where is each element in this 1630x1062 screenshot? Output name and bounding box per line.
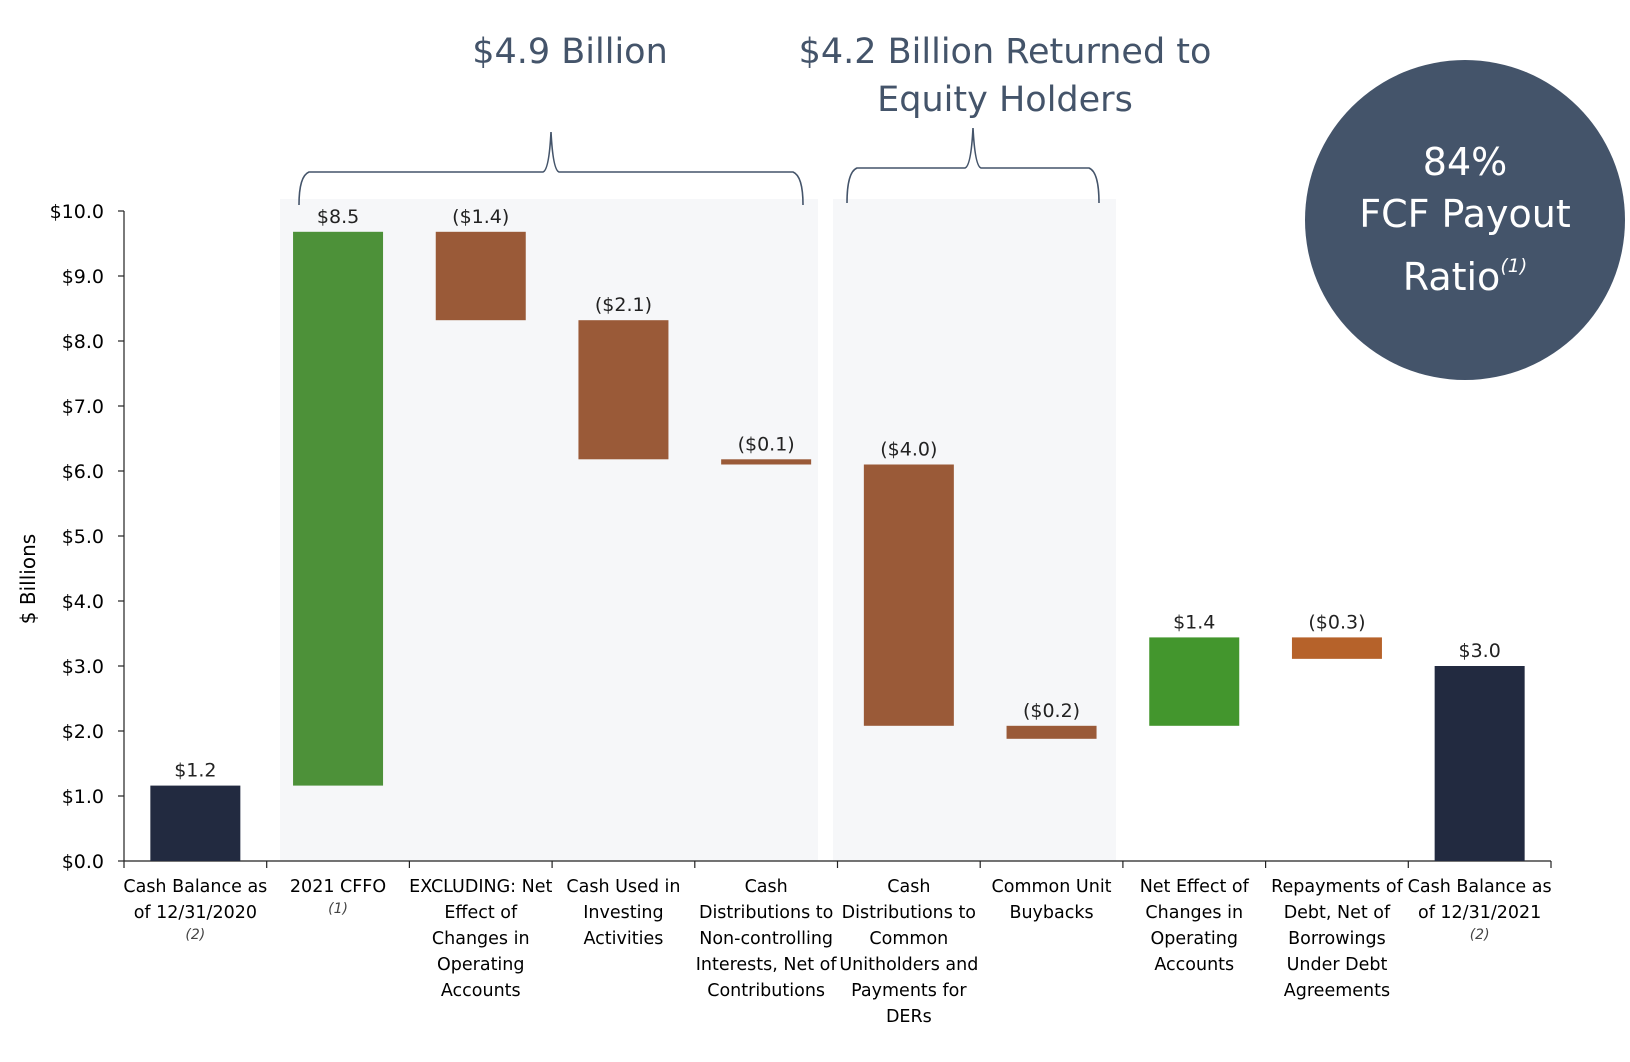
x-category-text: Cash Balance as of 12/31/2020	[123, 877, 268, 923]
payout-percent: 84%	[1422, 140, 1508, 184]
y-tick-label: $10.0	[50, 201, 104, 223]
data-label: ($0.2)	[1023, 700, 1080, 722]
x-category-label: Cash Distributions to Common Unitholders…	[834, 874, 984, 1030]
y-tick-label: $8.0	[62, 331, 104, 353]
x-category-footnote: (2)	[1469, 927, 1490, 943]
y-tick-label: $6.0	[62, 461, 104, 483]
data-label: $3.0	[1458, 640, 1500, 662]
x-category-text: EXCLUDING: Net Effect of Changes in Oper…	[409, 877, 553, 1001]
fcf-payout-callout: 84% FCF Payout Ratio(1)	[1305, 60, 1625, 380]
y-tick-label: $5.0	[62, 526, 104, 548]
x-category-footnote: (2)	[185, 927, 206, 943]
y-tick-label: $7.0	[62, 396, 104, 418]
brace-left	[298, 131, 804, 206]
x-category-text: Cash Distributions to Non-controlling In…	[695, 877, 837, 1001]
x-category-label: 2021 CFFO (1)	[263, 874, 413, 918]
x-category-label: Common Unit Buybacks	[977, 874, 1127, 926]
payout-label-ratio: Ratio	[1402, 255, 1501, 299]
y-tick-label: $3.0	[62, 656, 104, 678]
data-label: ($4.0)	[880, 439, 937, 461]
header-returned-to-equity: $4.2 Billion Returned to Equity Holders	[798, 32, 1212, 120]
bar	[293, 231, 384, 786]
data-label: $8.5	[317, 206, 359, 228]
data-label: ($0.1)	[738, 433, 795, 455]
y-tick-label: $9.0	[62, 266, 104, 288]
x-category-label: Repayments of Debt, Net of Borrowings Un…	[1262, 874, 1412, 1004]
y-tick-label: $0.0	[62, 851, 104, 873]
x-category-text: Common Unit Buybacks	[991, 877, 1112, 923]
x-category-text: Cash Balance as of 12/31/2021	[1407, 877, 1552, 923]
x-category-label: Cash Used in Investing Activities	[548, 874, 698, 952]
y-tick-label: $2.0	[62, 721, 104, 743]
data-label: ($2.1)	[595, 294, 652, 316]
bar	[1434, 666, 1525, 861]
x-category-text: Cash Distributions to Common Unitholders…	[839, 877, 979, 1027]
header-total-billion: $4.9 Billion	[472, 32, 668, 72]
x-category-text: Repayments of Debt, Net of Borrowings Un…	[1271, 877, 1403, 1001]
y-axis-title: $ Billions	[16, 533, 40, 625]
x-category-label: Net Effect of Changes in Operating Accou…	[1119, 874, 1269, 978]
x-category-text: 2021 CFFO	[289, 877, 387, 897]
y-tick-label: $4.0	[62, 591, 104, 613]
data-label: $1.4	[1173, 611, 1215, 633]
bar	[721, 459, 812, 465]
x-category-label: Cash Balance as of 12/31/2021 (2)	[1405, 874, 1555, 944]
brace-right	[846, 127, 1100, 204]
bar	[863, 464, 954, 726]
bar	[1291, 637, 1382, 659]
data-label: $1.2	[174, 760, 216, 782]
payout-label: FCF Payout	[1359, 192, 1571, 236]
y-tick-label: $1.0	[62, 786, 104, 808]
x-category-text: Cash Used in Investing Activities	[566, 877, 681, 949]
x-category-label: Cash Distributions to Non-controlling In…	[691, 874, 841, 1004]
x-category-label: EXCLUDING: Net Effect of Changes in Oper…	[406, 874, 556, 1004]
bar	[1149, 637, 1240, 726]
data-label: ($1.4)	[452, 206, 509, 228]
x-category-text: Net Effect of Changes in Operating Accou…	[1139, 877, 1249, 975]
bar	[435, 231, 526, 321]
payout-footnote: (1)	[1500, 255, 1528, 277]
bar	[150, 785, 241, 861]
bar	[578, 320, 669, 460]
x-category-label: Cash Balance as of 12/31/2020 (2)	[120, 874, 270, 944]
x-category-footnote: (1)	[328, 901, 348, 917]
bar	[1006, 725, 1097, 739]
data-label: ($0.3)	[1308, 611, 1365, 633]
